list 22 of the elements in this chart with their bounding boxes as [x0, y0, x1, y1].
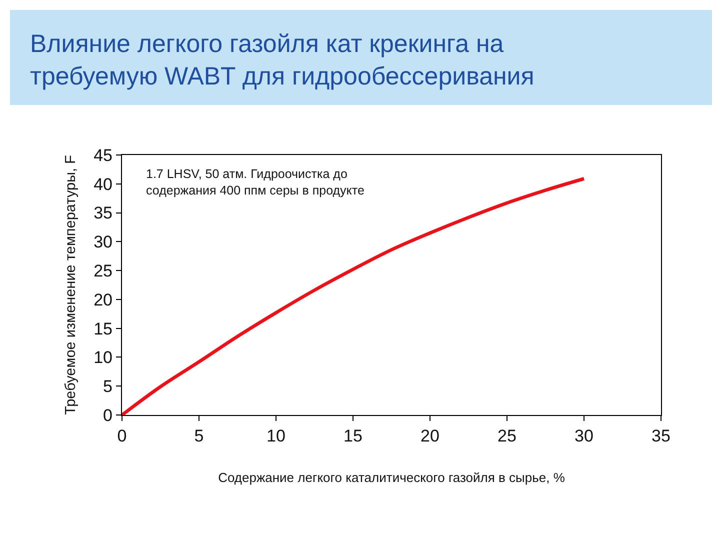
- x-tick-label: 15: [344, 426, 362, 446]
- y-tick-label: 30: [94, 232, 112, 252]
- y-tick-label: 25: [94, 262, 112, 281]
- x-tick-label: 0: [117, 426, 127, 446]
- x-tick-label: 25: [498, 426, 516, 446]
- chart-title: Влияние легкого газойля кат крекинга на требуемую WABT для гидрообессеривания: [30, 30, 534, 90]
- x-tick-label: 30: [574, 426, 594, 446]
- y-tick-label: 0: [103, 406, 112, 425]
- x-tick-label: 35: [652, 426, 670, 446]
- y-tick-label: 5: [103, 377, 112, 396]
- y-axis-title: Требуемое изменение температуры, F: [63, 154, 80, 415]
- y-tick-label: 20: [94, 290, 112, 310]
- y-tick-label: 35: [94, 204, 112, 223]
- y-tick-label: 45: [94, 146, 112, 165]
- y-tick-label: 10: [94, 348, 112, 368]
- x-tick-label: 10: [266, 426, 286, 446]
- x-tick-label: 20: [420, 426, 440, 446]
- x-axis-title: Содержание легкого каталитического газойля в сырье, %: [218, 470, 566, 486]
- y-tick-label: 40: [94, 174, 112, 194]
- annotation: 1.7 LHSV, 50 атм. Гидроочистка до содержания 400 ппм серы в продукте: [146, 167, 364, 198]
- y-tick-label: 15: [94, 319, 112, 338]
- x-tick-label: 5: [194, 426, 204, 446]
